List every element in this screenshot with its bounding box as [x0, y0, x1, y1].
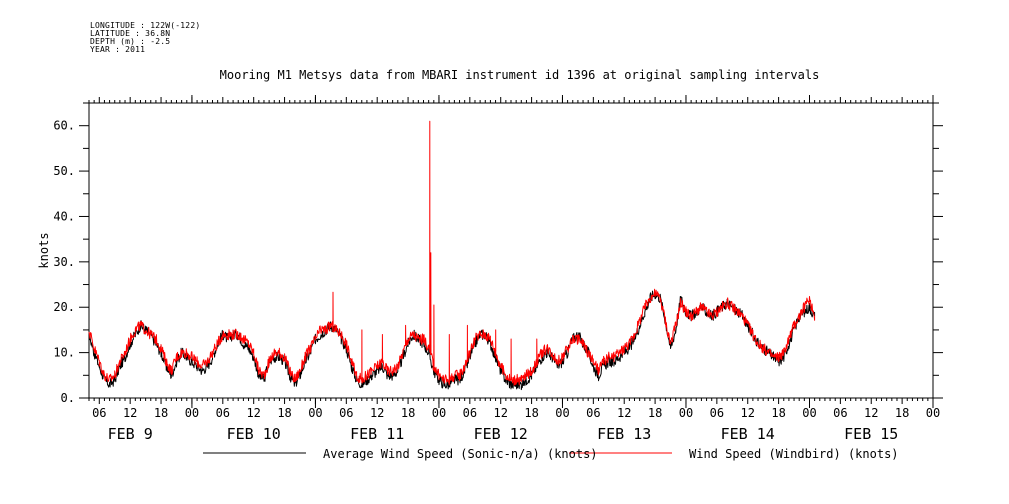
year-info: YEAR : 2011 [90, 45, 146, 54]
x-tick-label: 00 [926, 406, 940, 420]
x-tick-label: 18 [154, 406, 168, 420]
day-label: FEB 10 [227, 425, 281, 443]
y-tick-label: 40. [53, 209, 75, 223]
x-tick-label: 18 [895, 406, 909, 420]
x-tick-label: 00 [679, 406, 693, 420]
y-tick-label: 10. [53, 346, 75, 360]
x-tick-label: 00 [185, 406, 199, 420]
y-axis-label: knots [37, 232, 51, 268]
x-tick-label: 12 [370, 406, 384, 420]
axis-labels: 06 12 18 00 06 12 18 00 06 12 18 00 06 12 18 00 06 12 18 00… [37, 119, 940, 443]
day-label: FEB 13 [597, 425, 651, 443]
day-label: FEB 12 [474, 425, 528, 443]
x-tick-label: 06 [586, 406, 600, 420]
day-label: FEB 15 [844, 425, 898, 443]
x-tick-label: 12 [741, 406, 755, 420]
x-tick-label: 00 [555, 406, 569, 420]
series-windbird-wind-speed [88, 120, 816, 386]
x-tick-label: 00 [308, 406, 322, 420]
y-tick-label: 0. [61, 391, 75, 405]
y-tick-label: 60. [53, 119, 75, 133]
x-tick-label: 00 [432, 406, 446, 420]
longitude-info: LONGITUDE : 122W(-122) [90, 21, 201, 30]
x-tick-label: 12 [864, 406, 878, 420]
axis-ticks [79, 95, 943, 408]
y-tick-label: 50. [53, 164, 75, 178]
x-tick-label: 12 [123, 406, 137, 420]
x-tick-label: 18 [401, 406, 415, 420]
y-tick-label: 20. [53, 300, 75, 314]
y-tick-label: 30. [53, 255, 75, 269]
depth-info: DEPTH (m) : -2.5 [90, 37, 171, 46]
chart-title: Mooring M1 Metsys data from MBARI instru… [219, 68, 820, 82]
x-tick-label: 06 [463, 406, 477, 420]
x-tick-label: 12 [493, 406, 507, 420]
x-tick-label: 18 [524, 406, 538, 420]
day-label: FEB 11 [350, 425, 404, 443]
x-tick-label: 18 [277, 406, 291, 420]
legend-label-average: Average Wind Speed (Sonic-n/a) (knots) [323, 447, 598, 461]
series-lines [88, 120, 816, 391]
x-tick-label: 12 [246, 406, 260, 420]
day-label: FEB 14 [721, 425, 775, 443]
x-tick-label: 06 [710, 406, 724, 420]
latitude-info: LATITUDE : 36.8N [90, 29, 171, 38]
x-tick-label: 00 [802, 406, 816, 420]
legend-label-windbird: Wind Speed (Windbird) (knots) [689, 447, 899, 461]
x-tick-label: 06 [216, 406, 230, 420]
x-tick-label: 06 [339, 406, 353, 420]
x-tick-label: 18 [648, 406, 662, 420]
x-tick-label: 06 [92, 406, 106, 420]
day-label: FEB 9 [108, 425, 153, 443]
x-tick-label: 06 [833, 406, 847, 420]
x-tick-label: 18 [771, 406, 785, 420]
x-tick-label: 12 [617, 406, 631, 420]
